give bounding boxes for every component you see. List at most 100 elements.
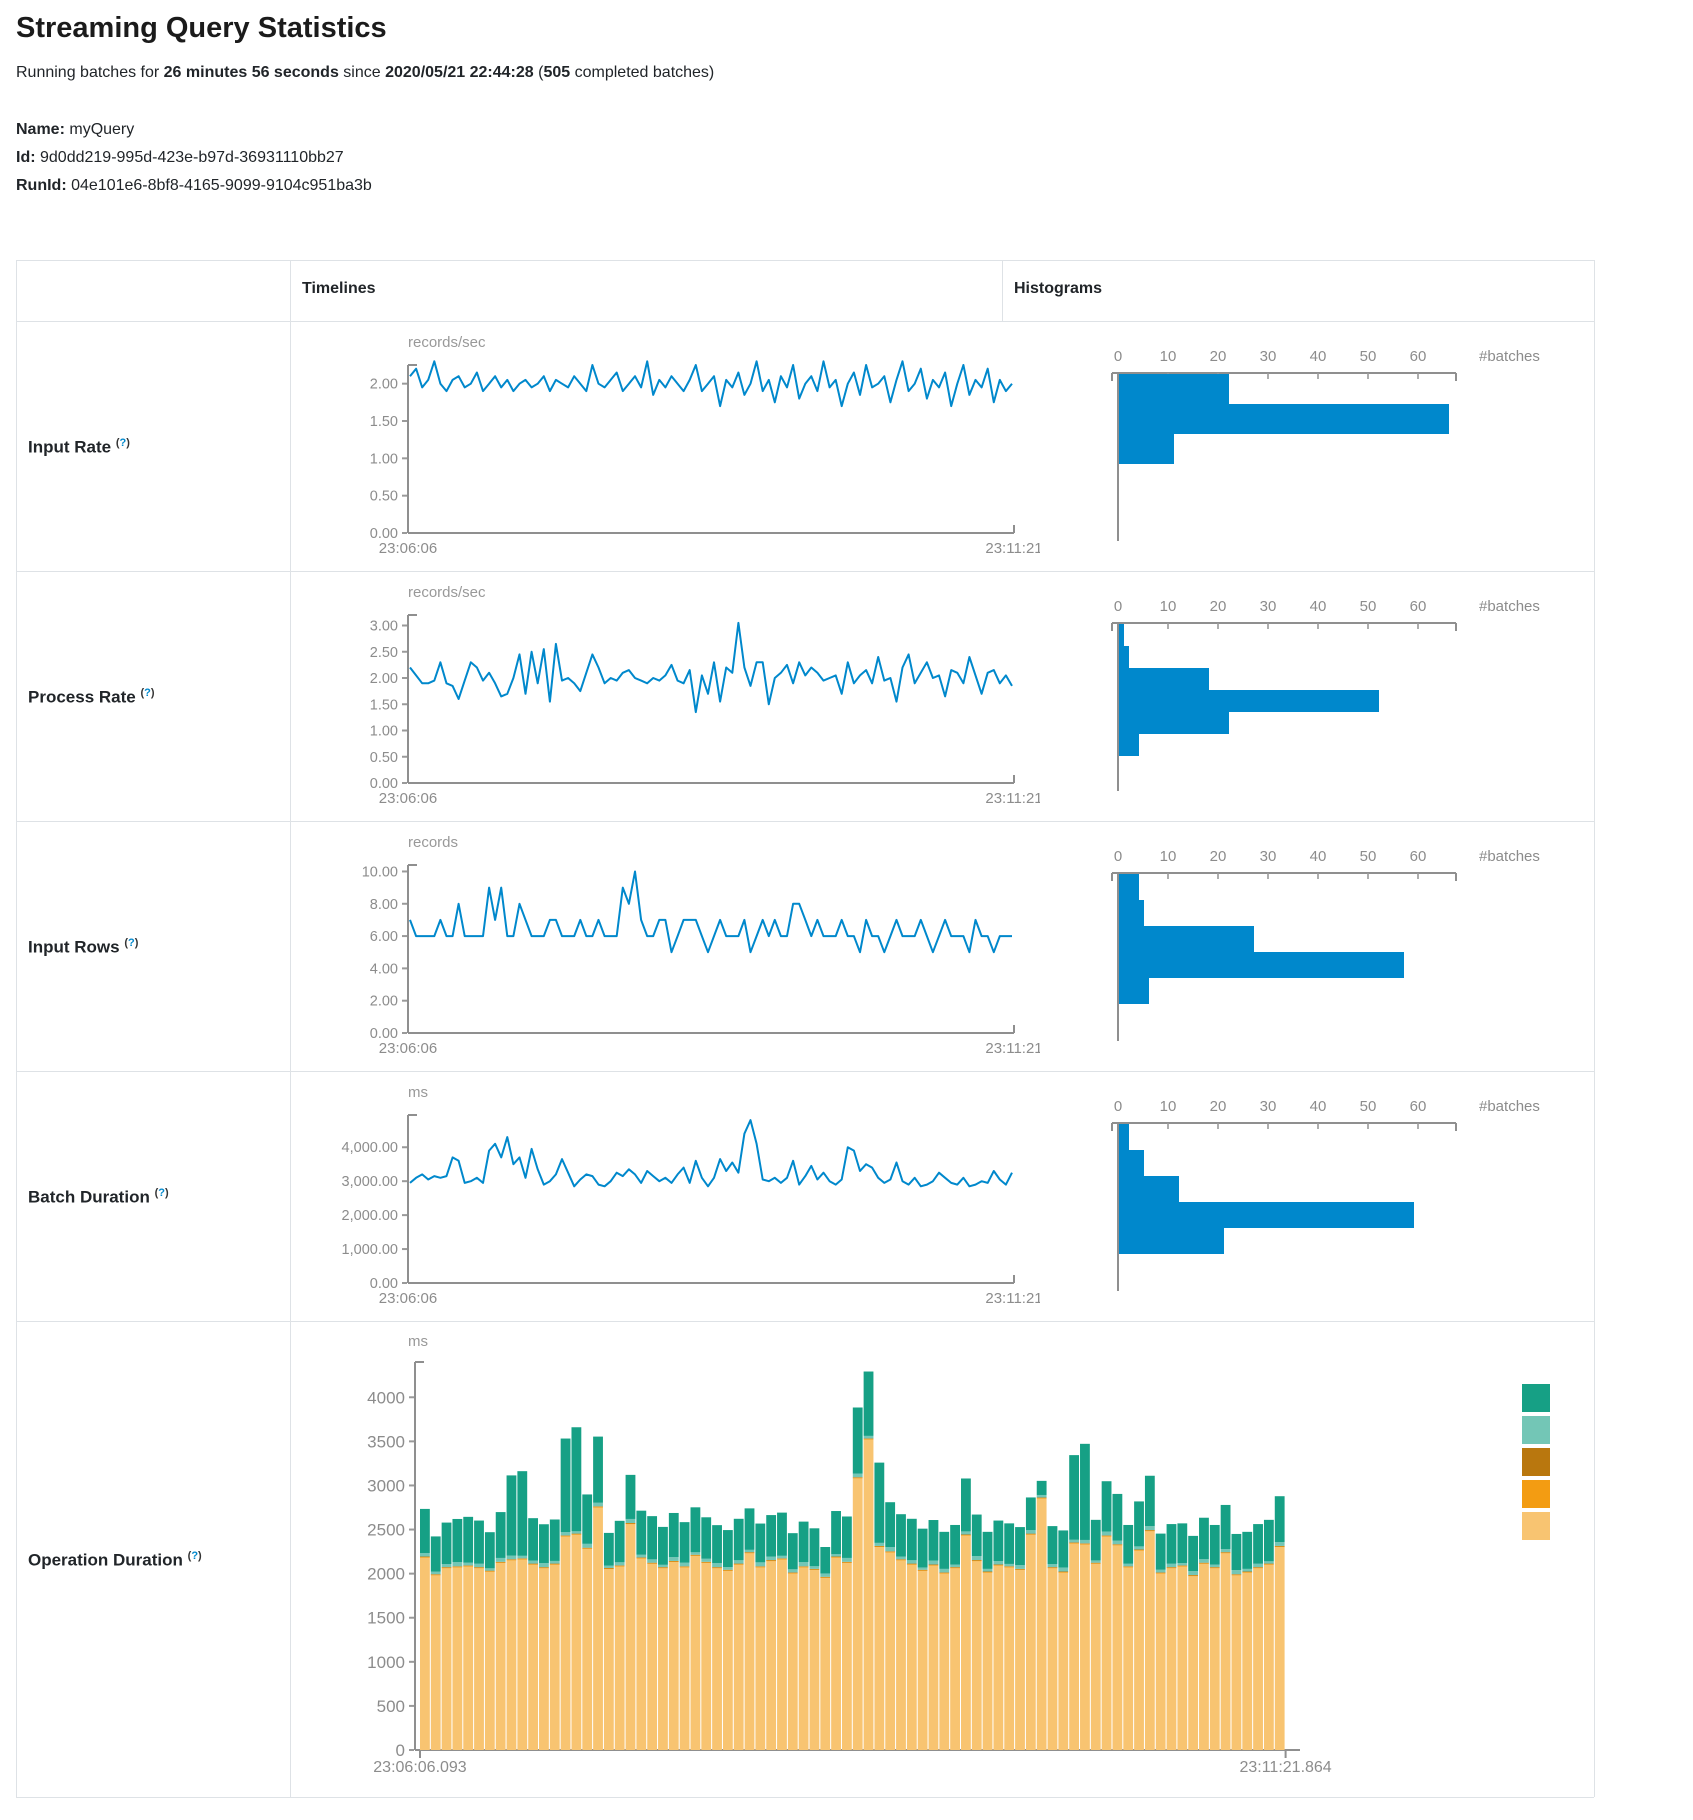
batches-suffix: completed batches) bbox=[574, 64, 715, 81]
svg-text:2.00: 2.00 bbox=[370, 994, 398, 1010]
svg-text:2500: 2500 bbox=[367, 1521, 405, 1540]
svg-text:23:11:21.864: 23:11:21.864 bbox=[1239, 1759, 1331, 1776]
svg-text:23:11:21: 23:11:21 bbox=[985, 1290, 1040, 1307]
legend-swatch bbox=[1522, 1416, 1550, 1444]
svg-text:10: 10 bbox=[1160, 1098, 1177, 1115]
table-border-line bbox=[290, 260, 291, 1797]
table-border-line bbox=[1594, 260, 1595, 1797]
legend-swatch bbox=[1522, 1384, 1550, 1412]
id-label: Id: bbox=[16, 149, 36, 166]
runid-label: RunId: bbox=[16, 177, 67, 194]
help-icon[interactable]: (?) bbox=[140, 687, 155, 699]
svg-text:20: 20 bbox=[1210, 348, 1227, 365]
svg-text:1500: 1500 bbox=[367, 1609, 405, 1628]
query-meta: Name: myQuery Id: 9d0dd219-995d-423e-b97… bbox=[16, 116, 372, 200]
table-border-line bbox=[1002, 260, 1003, 321]
name-value: myQuery bbox=[69, 121, 135, 138]
svg-text:4000: 4000 bbox=[367, 1388, 405, 1407]
query-id-row: Id: 9d0dd219-995d-423e-b97d-36931110bb27 bbox=[16, 144, 372, 172]
svg-text:#batches: #batches bbox=[1479, 348, 1540, 365]
input-rows-histogram-chart: 0 10 20 30 40 50 60 #batches bbox=[1111, 848, 1540, 1041]
help-icon[interactable]: (?) bbox=[124, 937, 139, 949]
svg-text:30: 30 bbox=[1260, 848, 1277, 865]
svg-text:records: records bbox=[408, 834, 458, 851]
svg-text:3000: 3000 bbox=[367, 1476, 405, 1495]
table-border-line bbox=[16, 321, 1594, 322]
svg-text:1000: 1000 bbox=[367, 1653, 405, 1672]
svg-text:1.50: 1.50 bbox=[370, 697, 398, 713]
svg-text:60: 60 bbox=[1410, 848, 1427, 865]
svg-text:10.00: 10.00 bbox=[362, 864, 398, 880]
svg-text:0.00: 0.00 bbox=[370, 776, 398, 792]
svg-text:2,000.00: 2,000.00 bbox=[342, 1208, 398, 1224]
svg-text:records/sec: records/sec bbox=[408, 584, 486, 601]
svg-text:2.50: 2.50 bbox=[370, 645, 398, 661]
svg-text:40: 40 bbox=[1310, 848, 1327, 865]
help-icon[interactable]: (?) bbox=[154, 1187, 169, 1199]
name-label: Name: bbox=[16, 121, 65, 138]
svg-text:40: 40 bbox=[1310, 1098, 1327, 1115]
svg-text:1.50: 1.50 bbox=[370, 414, 398, 430]
svg-text:0.50: 0.50 bbox=[370, 489, 398, 505]
svg-text:23:11:21: 23:11:21 bbox=[985, 1040, 1040, 1057]
operation-duration-legend bbox=[1522, 1384, 1550, 1540]
table-border-line bbox=[16, 1071, 1594, 1072]
svg-text:20: 20 bbox=[1210, 1098, 1227, 1115]
svg-text:20: 20 bbox=[1210, 598, 1227, 615]
id-value: 9d0dd219-995d-423e-b97d-36931110bb27 bbox=[40, 149, 344, 166]
svg-text:0.00: 0.00 bbox=[370, 1026, 398, 1042]
svg-text:4.00: 4.00 bbox=[370, 961, 398, 977]
running-prefix: Running batches for bbox=[16, 64, 160, 81]
process-rate-histogram-chart: 0 10 20 30 40 50 60 #batches bbox=[1111, 598, 1540, 791]
svg-text:23:06:06: 23:06:06 bbox=[379, 790, 437, 807]
row-label-input-rate: Input Rate (?) bbox=[28, 437, 130, 457]
svg-text:23:06:06: 23:06:06 bbox=[379, 1290, 437, 1307]
svg-text:30: 30 bbox=[1260, 598, 1277, 615]
legend-swatch bbox=[1522, 1480, 1550, 1508]
svg-text:3500: 3500 bbox=[367, 1432, 405, 1451]
svg-text:0.00: 0.00 bbox=[370, 526, 398, 542]
svg-text:30: 30 bbox=[1260, 348, 1277, 365]
query-runid-row: RunId: 04e101e6-8bf8-4165-9099-9104c951b… bbox=[16, 172, 372, 200]
svg-text:0: 0 bbox=[396, 1741, 405, 1760]
input-rows-timeline-chart: records 10.00 8.00 6.00 4.00 2.00 0.0023:06:06… bbox=[362, 834, 1040, 1057]
svg-text:#batches: #batches bbox=[1479, 1098, 1540, 1115]
process-rate-timeline-chart: records/sec3.002.502.001.501.000.500.002… bbox=[370, 584, 1040, 807]
svg-text:60: 60 bbox=[1410, 1098, 1427, 1115]
svg-text:1,000.00: 1,000.00 bbox=[342, 1242, 398, 1258]
help-icon[interactable]: (?) bbox=[187, 1550, 202, 1562]
svg-text:23:11:21: 23:11:21 bbox=[985, 540, 1040, 557]
row-label-input-rows: Input Rows (?) bbox=[28, 937, 139, 957]
row-label-process-rate: Process Rate (?) bbox=[28, 687, 155, 707]
svg-text:40: 40 bbox=[1310, 348, 1327, 365]
svg-text:ms: ms bbox=[408, 1333, 428, 1350]
table-border-line bbox=[16, 260, 1594, 261]
legend-swatch bbox=[1522, 1512, 1550, 1540]
svg-text:0: 0 bbox=[1114, 598, 1122, 615]
svg-text:50: 50 bbox=[1360, 348, 1377, 365]
svg-text:60: 60 bbox=[1410, 348, 1427, 365]
table-border-line bbox=[16, 571, 1594, 572]
svg-text:ms: ms bbox=[408, 1084, 428, 1101]
svg-text:3.00: 3.00 bbox=[370, 619, 398, 635]
svg-text:23:06:06.093: 23:06:06.093 bbox=[373, 1759, 467, 1776]
since-word: since bbox=[343, 64, 381, 81]
help-icon[interactable]: (?) bbox=[115, 437, 130, 449]
svg-text:8.00: 8.00 bbox=[370, 897, 398, 913]
row-label-batch-duration: Batch Duration (?) bbox=[28, 1187, 169, 1207]
svg-text:10: 10 bbox=[1160, 598, 1177, 615]
batch-duration-timeline-chart: ms4,000.003,000.002,000.001,000.000.0023… bbox=[342, 1084, 1040, 1307]
page-title: Streaming Query Statistics bbox=[16, 12, 387, 44]
svg-text:0: 0 bbox=[1114, 848, 1122, 865]
svg-text:0.00: 0.00 bbox=[370, 1276, 398, 1292]
paren-open: ( bbox=[538, 64, 544, 81]
svg-text:#batches: #batches bbox=[1479, 598, 1540, 615]
svg-text:4,000.00: 4,000.00 bbox=[342, 1140, 398, 1156]
svg-text:10: 10 bbox=[1160, 348, 1177, 365]
table-border-line bbox=[16, 1321, 1594, 1322]
svg-text:0.50: 0.50 bbox=[370, 750, 398, 766]
svg-text:0: 0 bbox=[1114, 348, 1122, 365]
query-name-row: Name: myQuery bbox=[16, 116, 372, 144]
